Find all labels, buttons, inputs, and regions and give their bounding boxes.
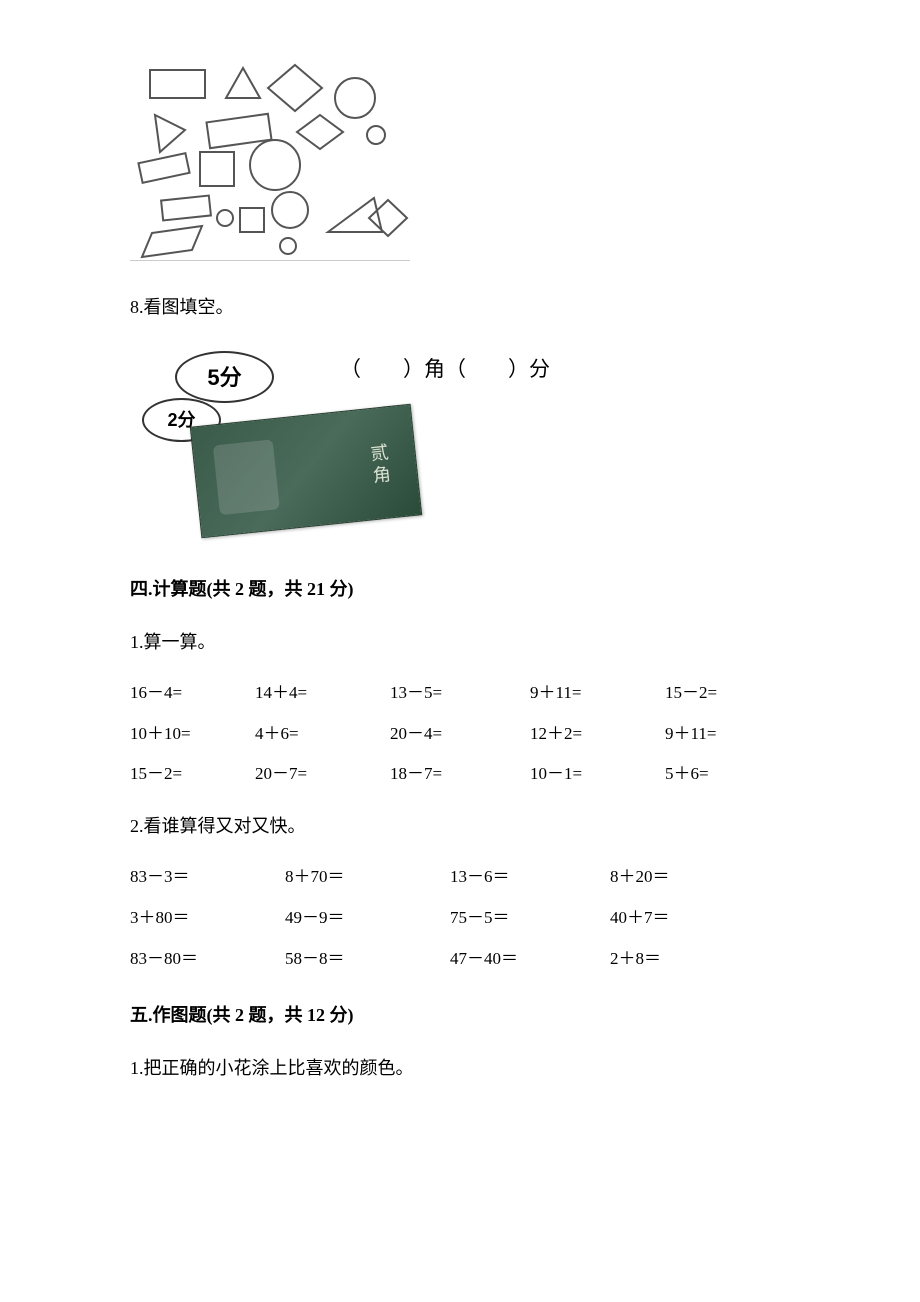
calc-cell: 15－2= [130,759,255,790]
calc-cell: 13－6＝ [450,862,610,893]
calc-cell: 49－9＝ [285,903,450,934]
calc-cell: 10＋10= [130,719,255,750]
calc-cell: 16－4= [130,678,255,709]
calc-cell: 75－5＝ [450,903,610,934]
calc-cell: 13－5= [390,678,530,709]
calc-cell: 4＋6= [255,719,390,750]
section-4-q2-grid: 83－3＝8＋70＝13－6＝8＋20＝ 3＋80＝49－9＝75－5＝40＋7＝… [130,862,790,974]
calc-row: 83－3＝8＋70＝13－6＝8＋20＝ [130,862,790,893]
question-8-label: 8.看图填空。 [130,291,790,323]
section-5-title: 五.作图题(共 2 题，共 12 分) [130,999,790,1031]
calc-row: 15－2=20－7=18－7=10－1=5＋6= [130,759,790,790]
calc-cell: 9＋11= [665,719,775,750]
calc-cell: 3＋80＝ [130,903,285,934]
banknote-label: 贰角 [361,442,398,489]
calc-row: 16－4=14＋4=13－5=9＋11=15－2= [130,678,790,709]
calc-row: 83－80＝58－8＝47－40＝2＋8＝ [130,944,790,975]
calc-cell: 9＋11= [530,678,665,709]
section-4-q2-label: 2.看谁算得又对又快。 [130,810,790,842]
calc-cell: 2＋8＝ [610,944,740,975]
calc-row: 10＋10=4＋6=20－4=12＋2=9＋11= [130,719,790,750]
calc-cell: 10－1= [530,759,665,790]
calc-cell: 40＋7＝ [610,903,740,934]
coin-5fen-label: 5分 [207,358,241,398]
section-4-title: 四.计算题(共 2 题，共 21 分) [130,573,790,605]
calc-cell: 83－80＝ [130,944,285,975]
calc-cell: 14＋4= [255,678,390,709]
calc-cell: 8＋70＝ [285,862,450,893]
calc-cell: 20－4= [390,719,530,750]
calc-cell: 47－40＝ [450,944,610,975]
calc-cell: 18－7= [390,759,530,790]
calc-cell: 83－3＝ [130,862,285,893]
calc-cell: 8＋20＝ [610,862,740,893]
calc-cell: 15－2= [665,678,775,709]
shapes-svg [130,60,410,260]
section-4-q1-grid: 16－4=14＋4=13－5=9＋11=15－2=10＋10=4＋6=20－4=… [130,678,790,790]
shapes-figure [130,60,410,261]
calc-row: 3＋80＝49－9＝75－5＝40＋7＝ [130,903,790,934]
coins-figure: 5分 2分 贰角 （ ）角（ ）分 [130,343,550,543]
section-5-q1-label: 1.把正确的小花涂上比喜欢的颜色。 [130,1052,790,1084]
calc-cell: 12＋2= [530,719,665,750]
calc-cell: 5＋6= [665,759,775,790]
section-4-q1-label: 1.算一算。 [130,626,790,658]
banknote-2jiao: 贰角 [190,404,422,539]
fill-blank-jiao-fen: （ ）角（ ）分 [340,351,550,389]
calc-cell: 58－8＝ [285,944,450,975]
coin-5fen: 5分 [175,351,274,403]
calc-cell: 20－7= [255,759,390,790]
